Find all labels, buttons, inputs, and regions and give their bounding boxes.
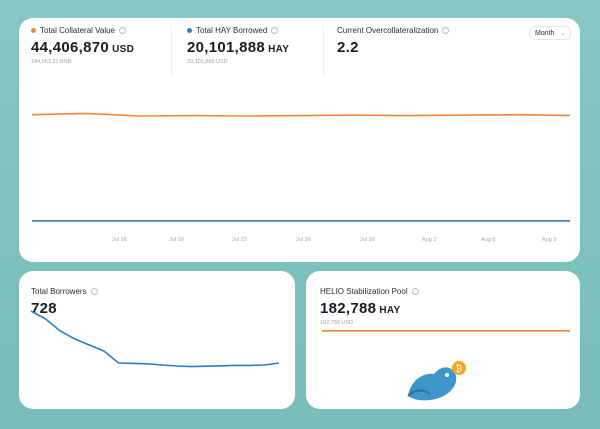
borrowers-line xyxy=(30,310,280,368)
blue-series-dot xyxy=(187,28,192,33)
info-icon[interactable] xyxy=(119,27,127,34)
time-range-value: Month xyxy=(535,29,555,37)
hay-borrowed-metric: Total HAY Borrowed 20,101,888 HAY 20,101,… xyxy=(187,26,289,65)
total-borrowers-card: Total Borrowers 728 xyxy=(19,271,295,409)
metric-unit: USD xyxy=(112,44,135,55)
bitcoin-badge-icon: ₿ xyxy=(456,364,463,375)
metric-label: Total Borrowers xyxy=(31,287,87,296)
time-range-select[interactable]: Month ⌄ xyxy=(529,26,571,40)
metric-label: HELIO Stabilization Pool xyxy=(320,287,408,296)
divider xyxy=(323,26,324,76)
metric-subvalue: 184,663.31 BNB xyxy=(31,59,72,65)
metric-label: Total Collateral Value xyxy=(40,26,116,35)
metric-value: 2.2 xyxy=(337,39,359,56)
chevron-down-icon: ⌄ xyxy=(559,30,565,37)
metric-subvalue: 182,788 USD xyxy=(320,320,354,326)
bird-logo-icon: ₿ xyxy=(407,361,466,407)
metric-value: 182,788 xyxy=(320,300,377,317)
x-tick-label: Jul 26 xyxy=(296,237,311,243)
stabilization-pool-chart xyxy=(322,330,570,332)
metric-subvalue: 20,101,888 USD xyxy=(187,59,228,65)
x-tick-label: Jul 23 xyxy=(232,237,247,243)
info-icon[interactable] xyxy=(442,27,450,34)
collateral-borrowed-chart: Jul 16 Jul 19 Jul 23 Jul 26 Jul 30 Aug 2 Aug 6… xyxy=(31,112,571,243)
info-icon[interactable] xyxy=(90,288,98,295)
x-tick-label: Jul 19 xyxy=(169,237,184,243)
x-tick-label: Aug 9 xyxy=(542,237,556,243)
metric-value: 20,101,888 xyxy=(187,39,266,56)
borrowers-chart xyxy=(30,310,280,368)
info-icon[interactable] xyxy=(271,27,279,34)
series-line-collateral xyxy=(31,112,571,117)
metric-label: Total HAY Borrowed xyxy=(196,26,268,35)
bitpush-watermark: ₿ 比推 bitpush.news xyxy=(400,358,590,413)
divider xyxy=(171,26,172,76)
orange-series-dot xyxy=(31,28,36,33)
metric-label: Current Overcollateralization xyxy=(337,26,439,35)
metric-unit: HAY xyxy=(268,44,290,55)
watermark-cn-text: 比推 xyxy=(472,364,525,394)
info-icon[interactable] xyxy=(411,288,419,295)
total-collateral-metric: Total Collateral Value 44,406,870 USD 184… xyxy=(31,26,134,65)
x-tick-label: Jul 16 xyxy=(112,237,127,243)
overcollateralization-metric: Current Overcollateralization 2.2 xyxy=(337,26,450,56)
x-tick-label: Aug 6 xyxy=(481,237,495,243)
x-tick-label: Jul 30 xyxy=(360,237,375,243)
metric-value: 728 xyxy=(31,300,57,317)
metric-unit: HAY xyxy=(379,305,401,316)
watermark-en-text: bitpush.news xyxy=(472,392,548,407)
metric-value: 44,406,870 xyxy=(31,39,110,56)
x-tick-label: Aug 2 xyxy=(422,237,436,243)
collateral-overview-card: Total Collateral Value 44,406,870 USD 184… xyxy=(19,18,580,262)
